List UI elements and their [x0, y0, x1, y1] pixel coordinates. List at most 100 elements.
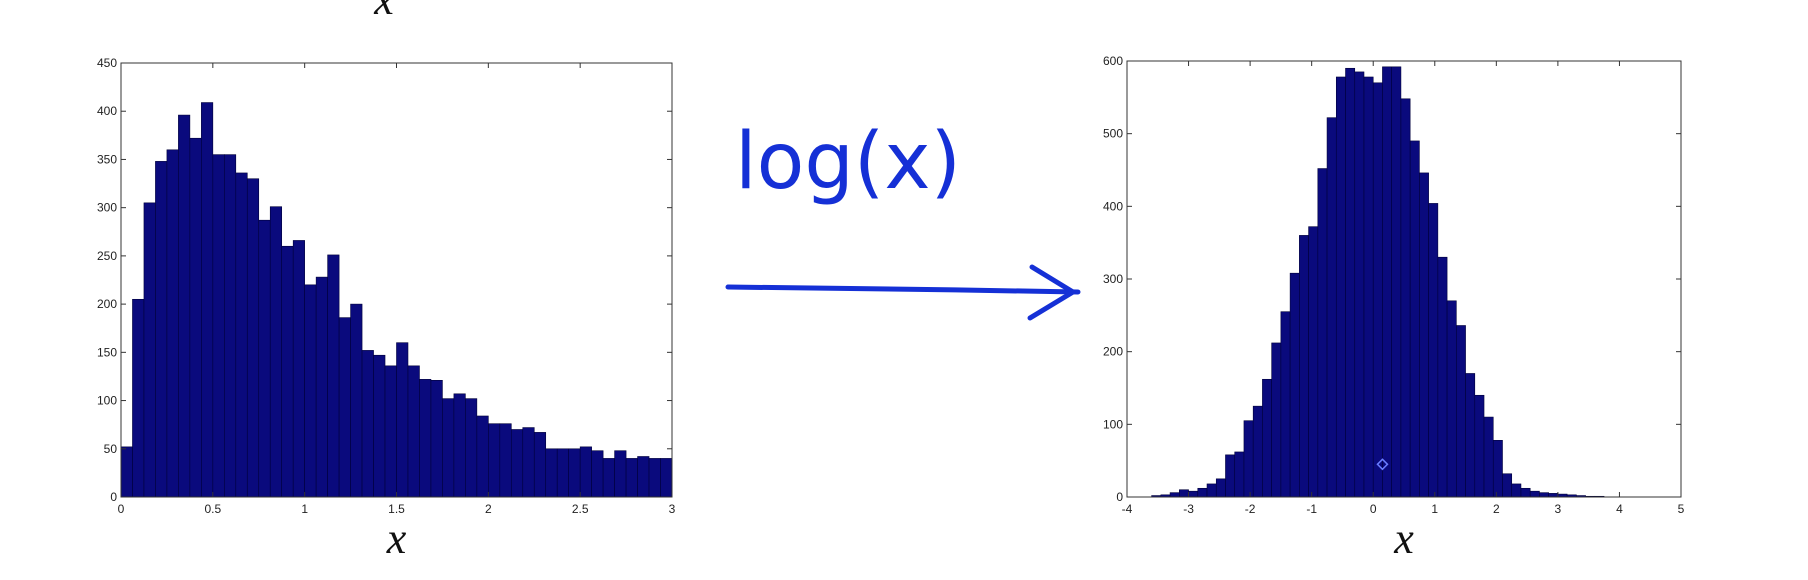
histogram-bar — [533, 432, 547, 498]
y-tick-label: 300 — [97, 201, 117, 215]
histogram-bar — [1243, 420, 1254, 498]
x-tick-label: 2 — [1493, 502, 1500, 516]
histogram-bar — [143, 202, 156, 498]
histogram-bar — [1280, 311, 1291, 498]
histogram-bar — [1446, 300, 1457, 498]
histogram-bar — [201, 102, 214, 498]
histogram-bar — [178, 114, 191, 498]
histogram-bar — [453, 393, 466, 498]
histogram-bar — [556, 448, 569, 498]
x-tick-label: 0 — [118, 502, 125, 516]
histogram-bar — [1382, 66, 1392, 498]
histogram-bar — [1502, 473, 1513, 498]
histogram-bar — [1391, 66, 1402, 498]
x-tick-label: 1 — [1431, 502, 1438, 516]
transform-label: log(x) — [735, 117, 961, 207]
histogram-bar — [373, 354, 386, 498]
histogram-bar — [212, 154, 225, 498]
histogram-bar — [246, 178, 260, 498]
x-tick-label: 2 — [485, 502, 492, 516]
x-tick-label: -1 — [1306, 502, 1317, 516]
histogram-bar — [510, 429, 524, 498]
histogram-bar — [1474, 394, 1485, 498]
histogram-bar — [1548, 493, 1559, 498]
histogram-bar — [269, 206, 283, 498]
arrow-head — [1027, 264, 1076, 321]
x-tick-label: 2.5 — [572, 502, 589, 516]
histogram-bar — [1197, 487, 1208, 498]
x-tick-label: -2 — [1245, 502, 1256, 516]
arrow-shaft — [725, 284, 1081, 295]
x-axis-label: x — [1393, 514, 1414, 563]
histogram-bar — [648, 458, 661, 498]
histogram-bar — [132, 298, 145, 498]
histogram-bar — [1206, 483, 1217, 498]
histogram-bar — [476, 415, 489, 498]
histogram-bar — [1465, 373, 1476, 498]
histogram-bar — [235, 172, 248, 498]
histogram-bar — [545, 448, 558, 498]
histogram-bar — [637, 456, 650, 498]
y-tick-label: 350 — [97, 152, 117, 166]
y-tick-label: 100 — [1103, 417, 1123, 431]
histogram-bar — [1335, 76, 1346, 498]
histogram-bar — [568, 448, 581, 498]
histogram-bar — [1271, 342, 1282, 498]
histogram-bar — [350, 303, 363, 498]
histogram-bar — [1169, 492, 1180, 498]
x-tick-label: 3 — [669, 502, 676, 516]
y-tick-label: 250 — [97, 249, 117, 263]
histogram-bar — [1428, 203, 1439, 498]
histogram-bar — [499, 423, 512, 498]
histogram-bar — [120, 446, 133, 498]
histogram-bar — [1188, 490, 1199, 498]
histogram-bar — [327, 254, 340, 498]
histogram-bar — [1483, 416, 1494, 498]
y-tick-label: 50 — [104, 442, 118, 456]
histogram-bar — [281, 245, 294, 498]
x-tick-label: 1.5 — [388, 502, 405, 516]
x-axis-label: x — [386, 514, 407, 563]
histogram-bar — [1252, 405, 1263, 498]
left-histogram: 0 0.5 1 1.5 2 2.5 3 0 50 100 150 200 250 300 350 400 450… — [97, 56, 676, 563]
y-tick-label: 400 — [97, 104, 117, 118]
histogram-bar — [1529, 490, 1540, 498]
histogram-bar — [1419, 172, 1429, 498]
histogram-bar — [384, 365, 397, 498]
right-histogram: -4 -3 -2 -1 0 1 2 3 4 5 0 100 200 300 400 500 600 x — [1103, 54, 1685, 563]
histogram-bar — [1225, 454, 1236, 498]
histogram-bar — [1289, 272, 1300, 498]
histogram-bar — [1179, 489, 1189, 498]
y-tick-label: 0 — [1116, 490, 1123, 504]
histogram-bar — [258, 219, 271, 498]
y-tick-label: 100 — [97, 394, 117, 408]
histogram-bar — [1299, 235, 1309, 498]
histogram-bar — [1511, 483, 1522, 498]
histogram-bar — [442, 398, 455, 498]
histogram-bar — [1409, 140, 1420, 498]
histogram-bar — [1456, 325, 1466, 498]
transform-annotation: log(x) — [725, 117, 1081, 321]
histogram-bar — [315, 276, 328, 498]
histogram-bar — [396, 342, 409, 498]
histogram-bar — [189, 137, 202, 498]
histogram-bar — [1326, 117, 1337, 498]
y-tick-label: 600 — [1103, 54, 1123, 68]
x-tick-label: -4 — [1122, 502, 1133, 516]
x-tick-label: 3 — [1555, 502, 1562, 516]
histogram-bar — [1400, 98, 1411, 498]
top-cropped-variable: x — [373, 0, 394, 24]
x-tick-label: 5 — [1678, 502, 1685, 516]
histogram-bar — [1520, 487, 1531, 498]
histogram-bar — [1437, 256, 1448, 498]
y-tick-label: 500 — [1103, 127, 1123, 141]
histogram-bar — [361, 350, 374, 498]
histogram-bar — [338, 317, 351, 498]
x-tick-label: 1 — [301, 502, 308, 516]
diamond-marker — [1376, 458, 1389, 471]
x-tick-label: -3 — [1183, 502, 1194, 516]
histogram-bar — [1539, 492, 1549, 498]
histogram-bar — [591, 450, 604, 498]
histogram-bar — [1262, 378, 1272, 498]
